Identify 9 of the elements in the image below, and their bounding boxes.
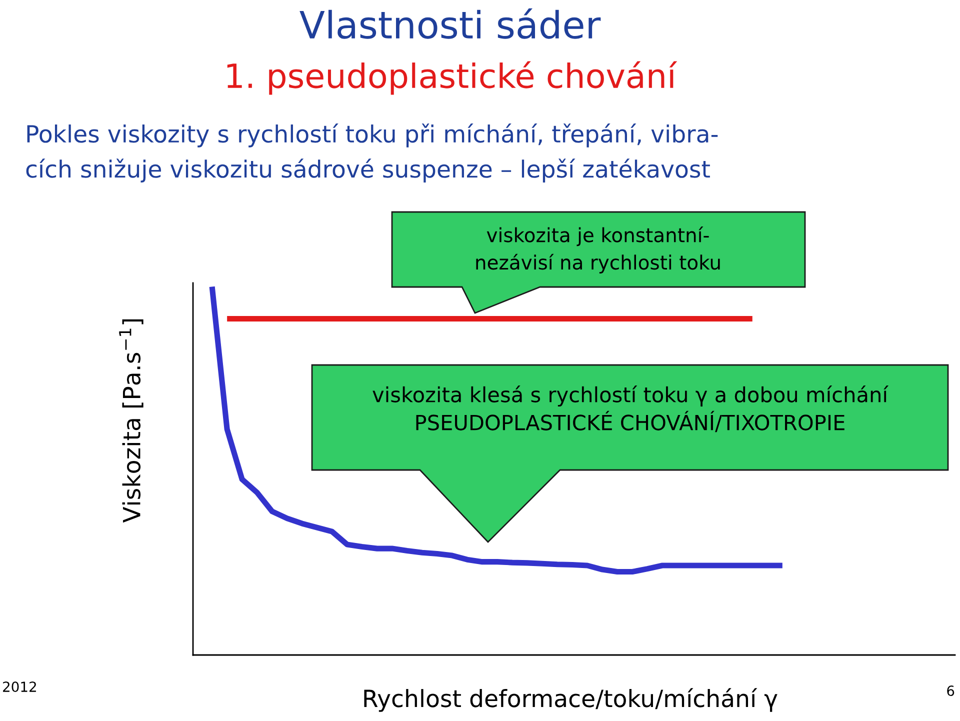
text: 6 (947, 686, 954, 696)
text: Pokles viskozity s rychlostí toku při míchání, třepání, vibra- cích snižuje viskozitu sádrové suspenze – lepší zatékavost (26, 124, 718, 182)
text: 2012 (3, 682, 36, 692)
y-axis-title: Viskozita [Pa.s$^{−1}$] (119, 319, 144, 523)
x-axis-title: Rychlost deformace/toku/míchání γ (364, 688, 778, 712)
chart-title: Vlastnosti sáder (300, 8, 601, 39)
text: viskozita je konstantní- nezávisí na rychlosti toku (476, 226, 720, 274)
chart-subtitle: 1. pseudoplastické chování (227, 61, 678, 95)
annotation: viskozita klesá s rychlostí toku γ a dobou míchání PSEUDOPLASTICKÉ CHOVÁNÍ/TIXOTROPIE (372, 386, 889, 432)
